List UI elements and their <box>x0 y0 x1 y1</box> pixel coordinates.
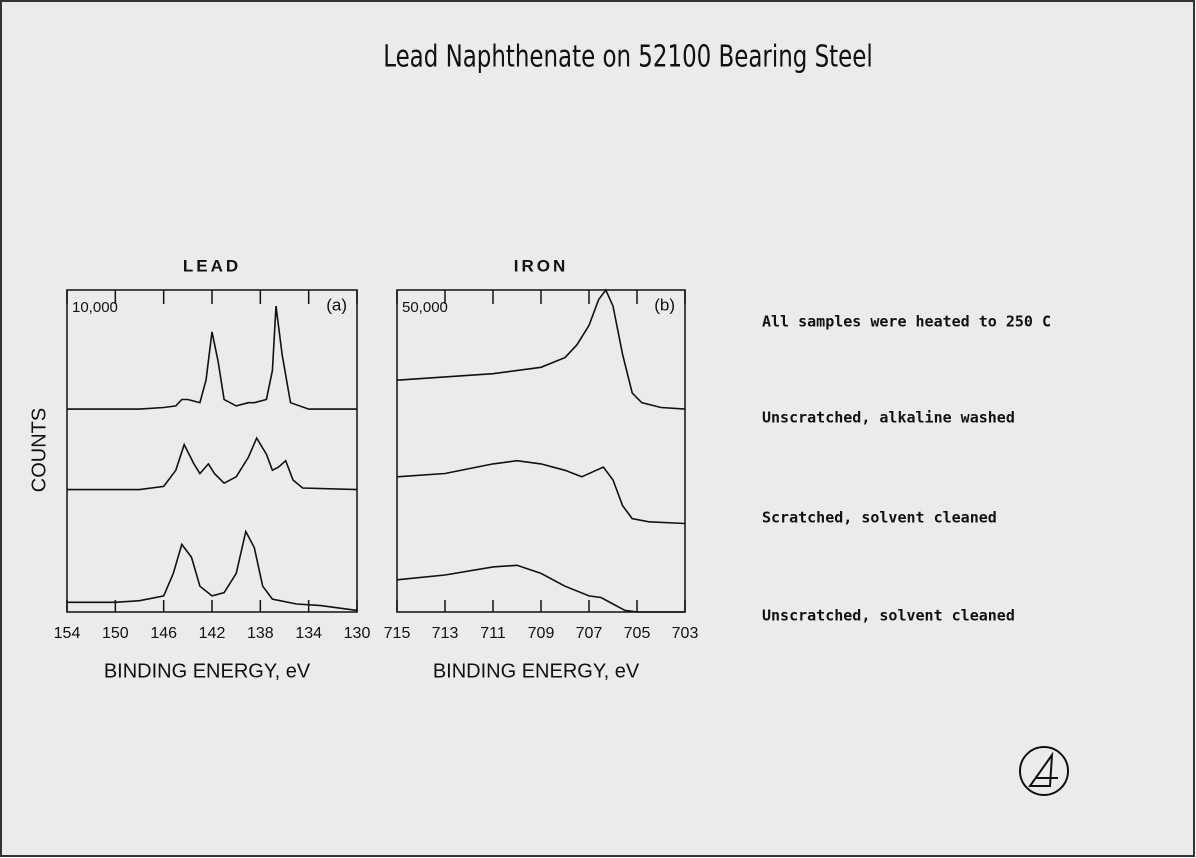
x-axis-label: BINDING ENERGY, eV <box>433 660 640 682</box>
scale-label: 10,000 <box>72 299 118 316</box>
note: Scratched, solvent cleaned <box>762 509 997 527</box>
x-tick-label: 709 <box>528 625 555 642</box>
y-axis-label: COUNTS <box>28 408 50 492</box>
note: Unscratched, alkaline washed <box>762 409 1015 427</box>
logo <box>1028 751 1058 787</box>
page-title: Lead Naphthenate on 52100 Bearing Steel <box>383 39 872 75</box>
x-tick-label: 715 <box>384 625 411 642</box>
logo <box>1019 746 1069 796</box>
spectrum-line <box>67 529 358 612</box>
x-tick-label: 711 <box>480 625 506 642</box>
x-tick-label: 703 <box>672 625 699 642</box>
spectrum-line <box>67 305 357 410</box>
x-tick-label: 142 <box>199 625 226 642</box>
panel-label: (a) <box>326 295 347 314</box>
x-tick-label: 138 <box>247 625 274 642</box>
scale-label: 50,000 <box>402 299 448 316</box>
x-tick-label: 134 <box>295 625 322 642</box>
panel-title: LEAD <box>183 256 241 275</box>
x-axis-label: BINDING ENERGY, eV <box>104 660 311 682</box>
x-tick-label: 150 <box>102 625 129 642</box>
x-tick-label: 713 <box>432 625 459 642</box>
x-tick-label: 705 <box>624 625 651 642</box>
x-tick-label: 146 <box>150 625 177 642</box>
note: All samples were heated to 250 C <box>762 313 1051 331</box>
x-tick-label: 130 <box>344 625 371 642</box>
spectrum-line <box>396 459 686 525</box>
x-tick-label: 154 <box>54 625 81 642</box>
note: Unscratched, solvent cleaned <box>762 607 1015 625</box>
spectrum-line <box>67 436 358 491</box>
panel-label: (b) <box>654 295 675 314</box>
panel-title: IRON <box>514 256 569 275</box>
spectrum-line <box>396 564 685 613</box>
spectrum-line <box>396 288 686 410</box>
x-tick-label: 707 <box>576 625 603 642</box>
